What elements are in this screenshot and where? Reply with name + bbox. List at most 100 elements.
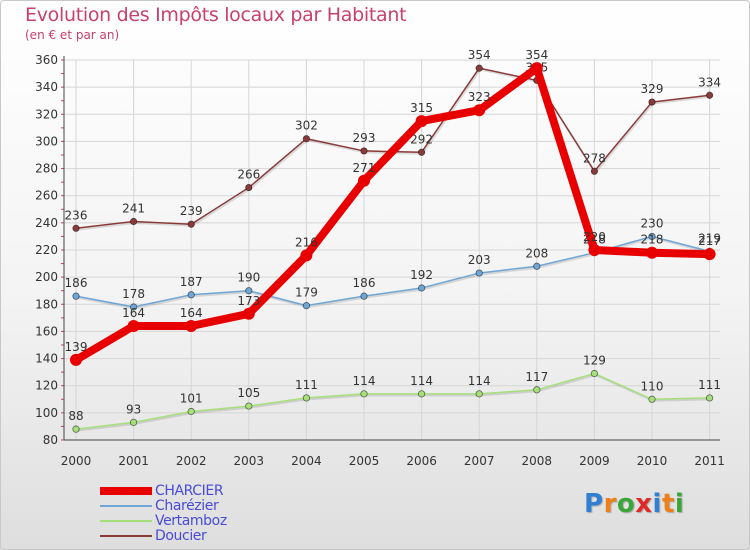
data-point-vertamboz bbox=[245, 402, 253, 410]
data-point-charezier bbox=[245, 287, 253, 295]
data-point-vertamboz bbox=[302, 394, 310, 402]
data-point-vertamboz bbox=[475, 390, 483, 398]
data-point-charezier bbox=[417, 284, 426, 292]
data-point-charezier bbox=[533, 262, 541, 270]
data-label-doucier: 266 bbox=[237, 168, 260, 182]
data-label-vertamboz: 105 bbox=[237, 386, 260, 400]
legend-label: Doucier bbox=[155, 528, 207, 544]
data-point-charcier bbox=[300, 249, 313, 262]
data-point-vertamboz bbox=[705, 394, 714, 402]
logo-letter: i bbox=[674, 489, 685, 519]
y-tick-label: 340 bbox=[35, 80, 58, 94]
logo-letter: o bbox=[616, 489, 636, 519]
x-tick-label: 2002 bbox=[176, 454, 207, 468]
logo-letter: x bbox=[635, 489, 653, 519]
x-tick-label: 2001 bbox=[118, 454, 149, 468]
data-label-vertamboz: 111 bbox=[295, 378, 318, 392]
data-label-charezier: 179 bbox=[295, 286, 318, 300]
data-point-charcier bbox=[127, 320, 140, 332]
data-label-charezier: 203 bbox=[468, 253, 491, 267]
data-label-doucier: 334 bbox=[698, 75, 721, 89]
data-label-vertamboz: 101 bbox=[180, 392, 203, 406]
x-tick-label: 2010 bbox=[637, 454, 668, 468]
proxiti-logo: Proxiti bbox=[584, 489, 684, 519]
data-point-charcier bbox=[703, 248, 716, 261]
data-label-charcier: 139 bbox=[65, 340, 88, 354]
data-point-doucier bbox=[130, 217, 138, 226]
data-label-doucier: 236 bbox=[65, 208, 88, 222]
legend-swatch bbox=[100, 505, 152, 507]
series-line-vertamboz bbox=[75, 372, 710, 430]
data-point-doucier bbox=[590, 167, 599, 175]
data-point-vertamboz bbox=[590, 369, 599, 378]
data-point-doucier bbox=[360, 147, 368, 155]
data-point-charcier bbox=[358, 174, 370, 187]
data-point-doucier bbox=[245, 183, 253, 192]
logo-letter: P bbox=[584, 489, 604, 519]
data-label-vertamboz: 93 bbox=[126, 402, 141, 416]
y-tick-label: 100 bbox=[35, 406, 58, 420]
data-point-charcier bbox=[242, 307, 255, 320]
data-label-doucier: 329 bbox=[641, 82, 664, 96]
data-point-charcier bbox=[530, 62, 543, 75]
x-tick-label: 2007 bbox=[464, 454, 495, 468]
x-tick-label: 2006 bbox=[406, 454, 437, 468]
data-label-charezier: 186 bbox=[65, 276, 88, 290]
y-tick-label: 160 bbox=[35, 324, 58, 338]
data-label-vertamboz: 117 bbox=[525, 370, 548, 384]
data-point-charcier bbox=[473, 104, 486, 117]
data-label-charcier: 271 bbox=[353, 161, 376, 175]
x-tick-label: 2009 bbox=[579, 454, 610, 468]
data-label-charezier: 230 bbox=[641, 216, 664, 230]
data-label-charezier: 208 bbox=[525, 246, 548, 260]
data-point-doucier bbox=[417, 148, 426, 156]
chart-title: Evolution des Impôts locaux par Habitant bbox=[25, 4, 407, 26]
data-label-charezier: 187 bbox=[180, 275, 203, 289]
x-tick-label: 2008 bbox=[522, 454, 553, 468]
data-label-vertamboz: 111 bbox=[698, 378, 721, 392]
data-point-doucier bbox=[648, 98, 656, 106]
legend-label: Charézier bbox=[155, 498, 219, 514]
y-tick-label: 80 bbox=[43, 433, 58, 447]
y-tick-label: 320 bbox=[35, 107, 58, 121]
logo-letter: t bbox=[661, 489, 675, 519]
data-label-charcier: 173 bbox=[237, 294, 260, 308]
data-point-charcier bbox=[646, 246, 658, 259]
y-tick-label: 220 bbox=[35, 243, 58, 257]
legend-swatch bbox=[100, 520, 152, 522]
data-label-charcier: 354 bbox=[525, 48, 548, 62]
data-point-doucier bbox=[187, 220, 195, 228]
series-shadow-vertamboz bbox=[76, 373, 711, 432]
data-point-charezier bbox=[360, 292, 368, 300]
data-point-charcier bbox=[185, 320, 198, 332]
data-point-charcier bbox=[70, 353, 82, 366]
data-label-doucier: 302 bbox=[295, 119, 318, 133]
y-tick-label: 180 bbox=[35, 297, 58, 311]
legend-swatch bbox=[100, 535, 152, 537]
data-label-charezier: 178 bbox=[122, 287, 145, 301]
x-tick-label: 2003 bbox=[234, 454, 265, 468]
data-label-doucier: 241 bbox=[122, 202, 145, 216]
data-label-doucier: 354 bbox=[468, 48, 491, 62]
y-tick-label: 360 bbox=[35, 53, 58, 67]
data-label-vertamboz: 88 bbox=[68, 409, 83, 423]
y-tick-label: 240 bbox=[35, 216, 58, 230]
data-label-charcier: 164 bbox=[180, 306, 203, 320]
data-point-charezier bbox=[475, 269, 483, 277]
data-point-vertamboz bbox=[130, 418, 138, 426]
y-tick-label: 140 bbox=[35, 352, 58, 366]
x-tick-label: 2005 bbox=[349, 454, 380, 468]
data-point-charezier bbox=[648, 232, 656, 241]
y-tick-label: 260 bbox=[35, 189, 58, 203]
data-label-charezier: 192 bbox=[410, 268, 433, 282]
y-tick-label: 120 bbox=[35, 379, 58, 393]
data-label-vertamboz: 114 bbox=[468, 374, 491, 388]
data-label-doucier: 292 bbox=[410, 132, 433, 146]
data-label-doucier: 239 bbox=[180, 204, 203, 218]
x-tick-label: 2004 bbox=[291, 454, 322, 468]
data-label-charezier: 186 bbox=[353, 276, 376, 290]
data-point-doucier bbox=[475, 64, 483, 72]
x-tick-label: 2011 bbox=[694, 454, 725, 468]
data-label-charcier: 164 bbox=[122, 306, 145, 320]
